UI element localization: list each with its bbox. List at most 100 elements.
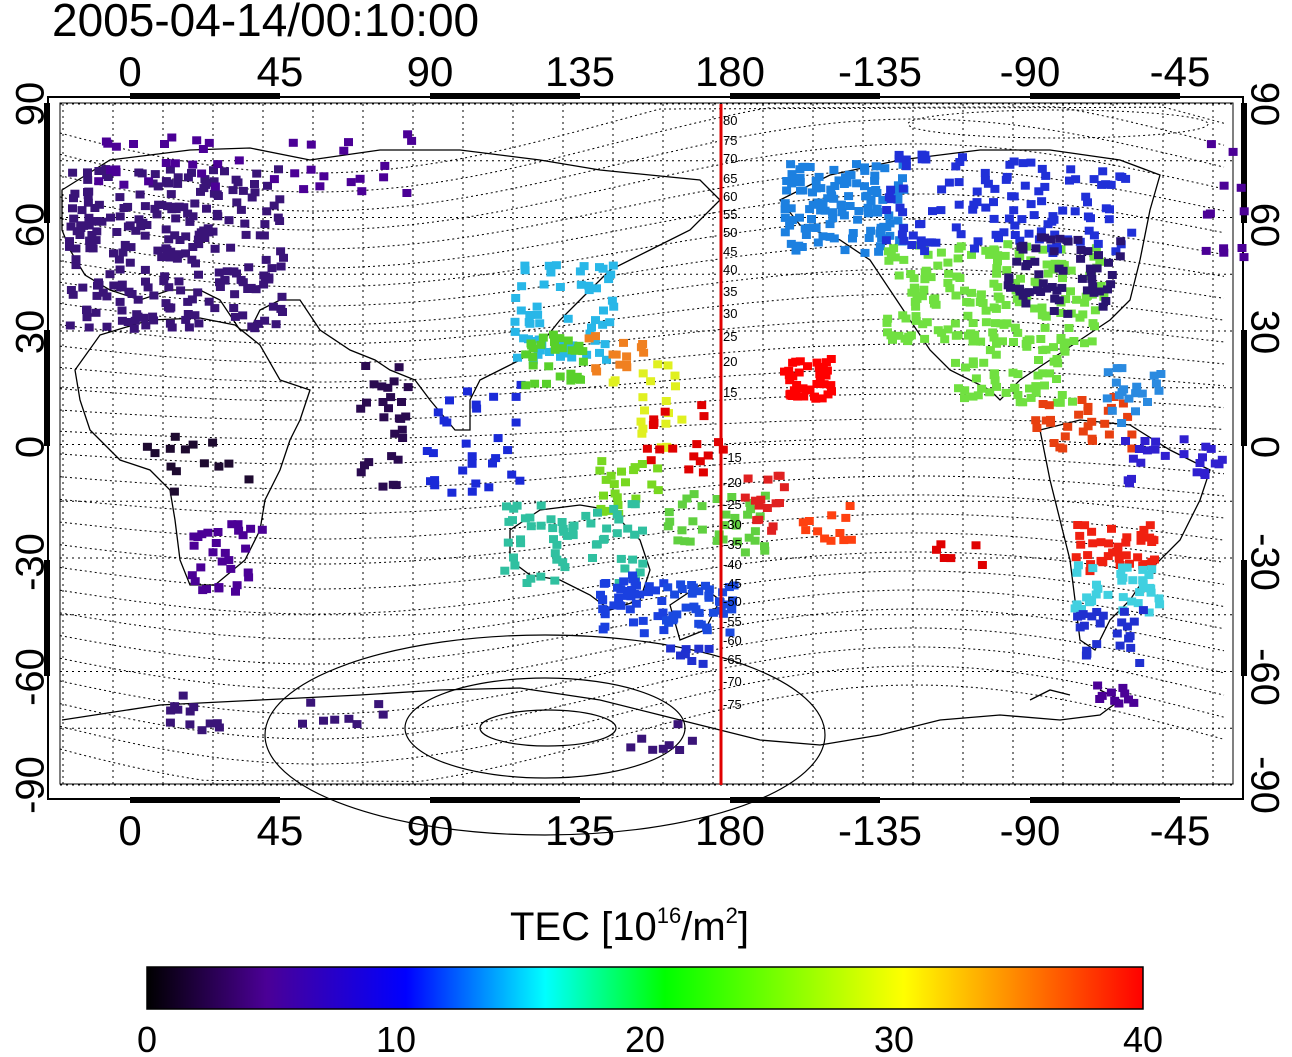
tec-cell xyxy=(708,608,718,617)
tec-cell xyxy=(70,189,80,198)
tec-cell xyxy=(152,210,162,219)
tec-cell xyxy=(161,299,171,308)
tec-cell xyxy=(243,568,253,577)
tec-cell xyxy=(1099,292,1109,301)
tec-cell xyxy=(1154,594,1164,603)
tec-cell xyxy=(592,367,602,376)
bottom-tick-label: 45 xyxy=(257,807,304,854)
tec-cell xyxy=(606,270,616,279)
tec-cell xyxy=(165,718,175,727)
tec-cell xyxy=(1096,538,1106,547)
tec-cell xyxy=(1095,619,1105,628)
tec-cell xyxy=(1092,264,1102,273)
tec-cell xyxy=(637,460,647,468)
tec-cell xyxy=(563,314,573,323)
tec-cell xyxy=(810,223,820,232)
tec-cell xyxy=(306,698,316,707)
tec-cell xyxy=(188,440,198,449)
tec-cell xyxy=(619,338,628,347)
tec-cell xyxy=(968,392,978,401)
tec-cell xyxy=(698,659,708,668)
tec-cell xyxy=(1087,337,1097,346)
tec-cell xyxy=(950,319,960,328)
contour-line xyxy=(59,456,1225,490)
tec-cell xyxy=(171,214,181,223)
tec-cell xyxy=(1081,192,1091,201)
tec-cell xyxy=(1032,424,1042,432)
tec-cell xyxy=(990,184,1000,193)
tec-cell xyxy=(648,745,658,754)
tec-cell xyxy=(1132,382,1142,391)
tec-cell xyxy=(1063,422,1073,431)
tec-cell xyxy=(1122,533,1132,542)
tec-cell xyxy=(1125,479,1134,488)
tec-cell xyxy=(71,244,81,253)
tec-cell xyxy=(378,710,388,719)
tec-cell xyxy=(1094,251,1103,260)
tec-cell xyxy=(224,459,234,468)
tec-cell xyxy=(825,220,835,229)
tec-cell xyxy=(526,522,536,531)
tec-cell xyxy=(1112,629,1122,638)
tec-cell xyxy=(1050,294,1060,303)
tec-cell xyxy=(673,536,683,545)
tec-cell xyxy=(160,272,170,281)
tec-cell xyxy=(745,498,755,507)
tec-cell xyxy=(762,504,772,512)
tec-cell xyxy=(511,392,521,401)
tec-cell xyxy=(595,263,604,272)
tec-cell xyxy=(1104,258,1113,267)
tec-cell xyxy=(277,292,287,301)
tec-cell xyxy=(1088,564,1098,573)
tec-cell xyxy=(1032,278,1042,287)
tec-cell xyxy=(752,516,762,525)
tec-cell xyxy=(1121,437,1130,445)
meridian-label: 70 xyxy=(723,151,737,166)
tec-cell xyxy=(971,374,981,383)
tec-cell xyxy=(1103,590,1113,599)
meridian-label: 60 xyxy=(723,189,737,204)
tec-cell xyxy=(638,526,647,535)
tec-cell xyxy=(180,445,190,454)
tec-cell xyxy=(1002,266,1012,275)
tec-cell xyxy=(1135,659,1145,667)
tec-cell xyxy=(672,610,682,619)
tec-cell xyxy=(1160,451,1170,460)
tec-cell xyxy=(166,190,176,199)
tec-cell xyxy=(117,306,127,315)
bottom-tick-label: -90 xyxy=(1000,807,1061,854)
tec-cell xyxy=(981,306,991,315)
tec-cell xyxy=(638,369,648,378)
tec-cell xyxy=(439,416,449,425)
tec-cell xyxy=(1120,689,1130,698)
tec-cell xyxy=(780,213,790,222)
tec-cell xyxy=(1089,288,1099,297)
tec-cell xyxy=(1236,183,1246,192)
tec-cell xyxy=(1101,297,1111,305)
tec-cell xyxy=(1129,698,1139,707)
tec-cell xyxy=(545,348,554,356)
right-tick-label: 60 xyxy=(1242,203,1286,248)
tec-cell xyxy=(901,162,911,171)
tec-cell xyxy=(894,271,904,280)
tec-cell xyxy=(260,220,270,229)
tec-cell xyxy=(1011,278,1020,287)
tec-cell xyxy=(1034,187,1044,196)
colorbar-tick-label: 30 xyxy=(874,1019,914,1057)
left-tick-label: -60 xyxy=(9,648,53,706)
tec-cell xyxy=(101,137,111,146)
tec-cell xyxy=(1065,176,1074,185)
tec-cell xyxy=(1151,437,1161,446)
right-tick-label: 90 xyxy=(1242,82,1286,127)
tec-cell xyxy=(815,370,825,378)
tec-cell xyxy=(920,275,930,284)
tec-cell xyxy=(818,199,828,208)
tec-cell xyxy=(944,178,954,187)
tec-cell xyxy=(65,321,75,330)
tec-cell xyxy=(889,244,899,253)
tec-cell xyxy=(538,333,548,342)
tec-cell xyxy=(685,537,695,546)
meridian-label: 30 xyxy=(723,306,737,321)
tec-cell xyxy=(117,316,127,325)
tec-cell xyxy=(955,158,965,166)
